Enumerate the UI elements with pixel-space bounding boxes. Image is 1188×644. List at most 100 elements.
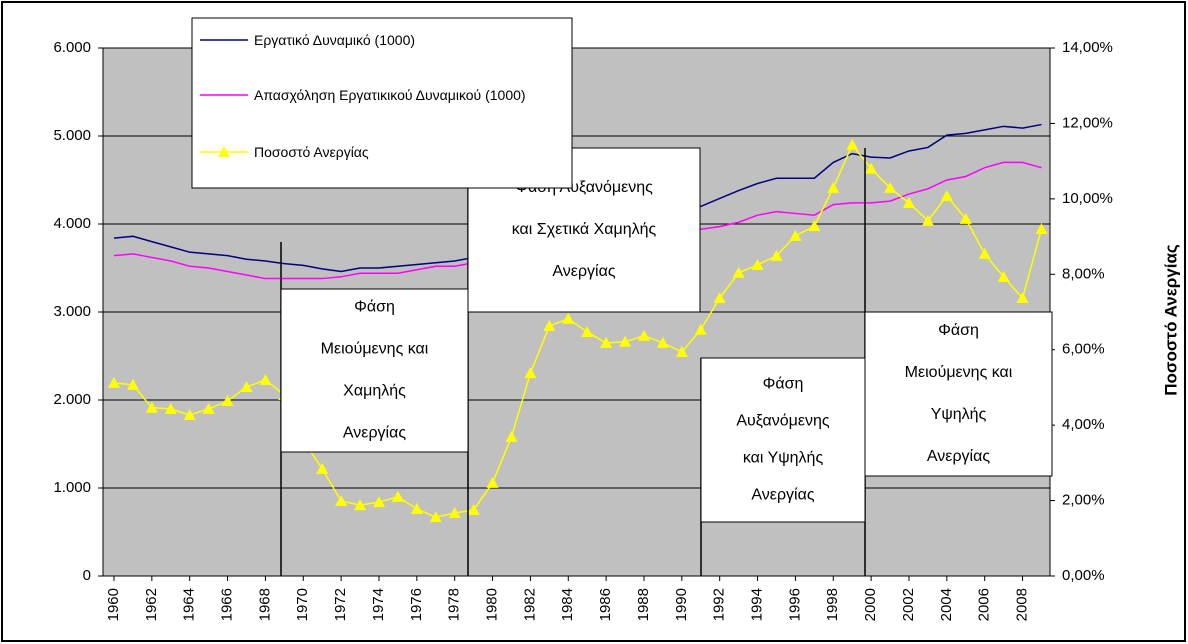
marker <box>524 367 537 379</box>
x-tick-label: 1968 <box>256 588 273 621</box>
phase-label: Μειούμενης και <box>905 364 1013 381</box>
y-tick-label: 1.000 <box>53 479 91 496</box>
marker <box>789 229 802 241</box>
legend <box>191 17 573 189</box>
phase-label: και Σχετικά Χαμηλής <box>512 221 657 238</box>
marker <box>316 462 329 474</box>
x-tick-label: 2004 <box>938 588 955 621</box>
phase-label: Φάση <box>938 322 979 339</box>
marker <box>865 162 878 174</box>
marker <box>448 507 461 519</box>
marker <box>732 266 745 278</box>
x-tick-label: 1962 <box>143 588 160 621</box>
marker <box>126 378 139 390</box>
phase-label: Υψηλής <box>931 406 987 423</box>
phase-label: Ανεργίας <box>343 425 406 442</box>
marker <box>259 373 272 385</box>
y-tick-label: 0 <box>83 567 91 584</box>
marker <box>959 212 972 224</box>
y2-tick-label: 2,00% <box>1062 492 1105 509</box>
marker <box>713 292 726 304</box>
x-tick-label: 2006 <box>976 588 993 621</box>
marker <box>410 502 423 514</box>
y2-tick-label: 0,00% <box>1062 567 1105 584</box>
marker <box>808 220 821 232</box>
x-tick-label: 2000 <box>862 588 879 621</box>
marker <box>884 181 897 193</box>
marker <box>902 197 915 209</box>
marker <box>770 249 783 261</box>
marker <box>1016 292 1029 304</box>
phase-label: Ανεργίας <box>751 487 814 504</box>
marker <box>978 247 991 259</box>
marker <box>467 504 480 515</box>
y2-tick-label: 14,00% <box>1062 39 1113 56</box>
x-tick-label: 1974 <box>370 588 387 621</box>
x-tick-label: 1978 <box>446 588 463 621</box>
y2-tick-label: 12,00% <box>1062 114 1113 131</box>
phase-label: Φάση <box>763 376 804 393</box>
marker <box>846 138 859 150</box>
marker <box>675 345 688 357</box>
y-tick-label: 6.000 <box>53 39 91 56</box>
legend-label: Απασχόληση Εργατικικού Δυναμικού (1000) <box>254 87 526 103</box>
marker <box>391 490 404 502</box>
marker <box>694 323 707 335</box>
marker <box>751 258 764 270</box>
marker <box>354 499 367 511</box>
x-tick-label: 1976 <box>408 588 425 621</box>
x-tick-label: 1994 <box>749 588 766 621</box>
phase-box <box>700 357 866 523</box>
x-tick-label: 1986 <box>597 588 614 621</box>
marker <box>145 401 158 413</box>
y-tick-label: 2.000 <box>53 391 91 408</box>
marker <box>372 496 385 508</box>
phase-label: Ανεργίας <box>927 448 990 465</box>
phase-label: Ανεργίας <box>552 263 615 280</box>
marker <box>921 214 934 226</box>
marker <box>486 476 499 488</box>
marker <box>221 395 234 407</box>
marker <box>335 494 348 506</box>
x-tick-label: 1972 <box>332 588 349 621</box>
y2-axis-title: Ποσοστό Ανεργίας <box>1161 244 1180 396</box>
marker <box>581 325 594 337</box>
y2-tick-label: 8,00% <box>1062 265 1105 282</box>
phase-label: Χαμηλής <box>343 383 406 400</box>
x-tick-label: 2002 <box>900 588 917 621</box>
x-tick-label: 1992 <box>711 588 728 621</box>
phase-label: Μειούμενης και <box>321 341 429 358</box>
marker <box>429 511 442 523</box>
marker <box>183 408 196 420</box>
x-tick-label: 1980 <box>484 588 501 621</box>
marker <box>505 430 518 442</box>
marker <box>562 312 575 324</box>
phase-label: και Υψηλής <box>743 450 824 467</box>
x-tick-label: 1966 <box>219 588 236 621</box>
x-tick-label: 1960 <box>105 588 122 621</box>
legend-label: Ποσοστό Ανεργίας <box>254 144 369 160</box>
marker <box>1035 223 1048 235</box>
marker <box>600 336 613 348</box>
marker <box>619 335 632 347</box>
marker <box>656 336 669 348</box>
x-tick-label: 1984 <box>559 588 576 621</box>
y2-tick-label: 10,00% <box>1062 190 1113 207</box>
x-tick-label: 1998 <box>824 588 841 621</box>
marker <box>940 189 953 201</box>
marker <box>164 402 177 414</box>
y-tick-label: 5.000 <box>53 127 91 144</box>
marker <box>107 376 120 388</box>
marker <box>997 270 1010 282</box>
legend-marker <box>218 146 230 157</box>
x-tick-label: 1990 <box>673 588 690 621</box>
phase-box <box>280 288 469 453</box>
x-tick-label: 1996 <box>786 588 803 621</box>
x-tick-label: 2008 <box>1014 588 1031 621</box>
marker <box>637 329 650 341</box>
marker <box>202 402 215 414</box>
phase-label: Αυξανόμενης <box>736 413 830 430</box>
y2-tick-label: 6,00% <box>1062 341 1105 358</box>
